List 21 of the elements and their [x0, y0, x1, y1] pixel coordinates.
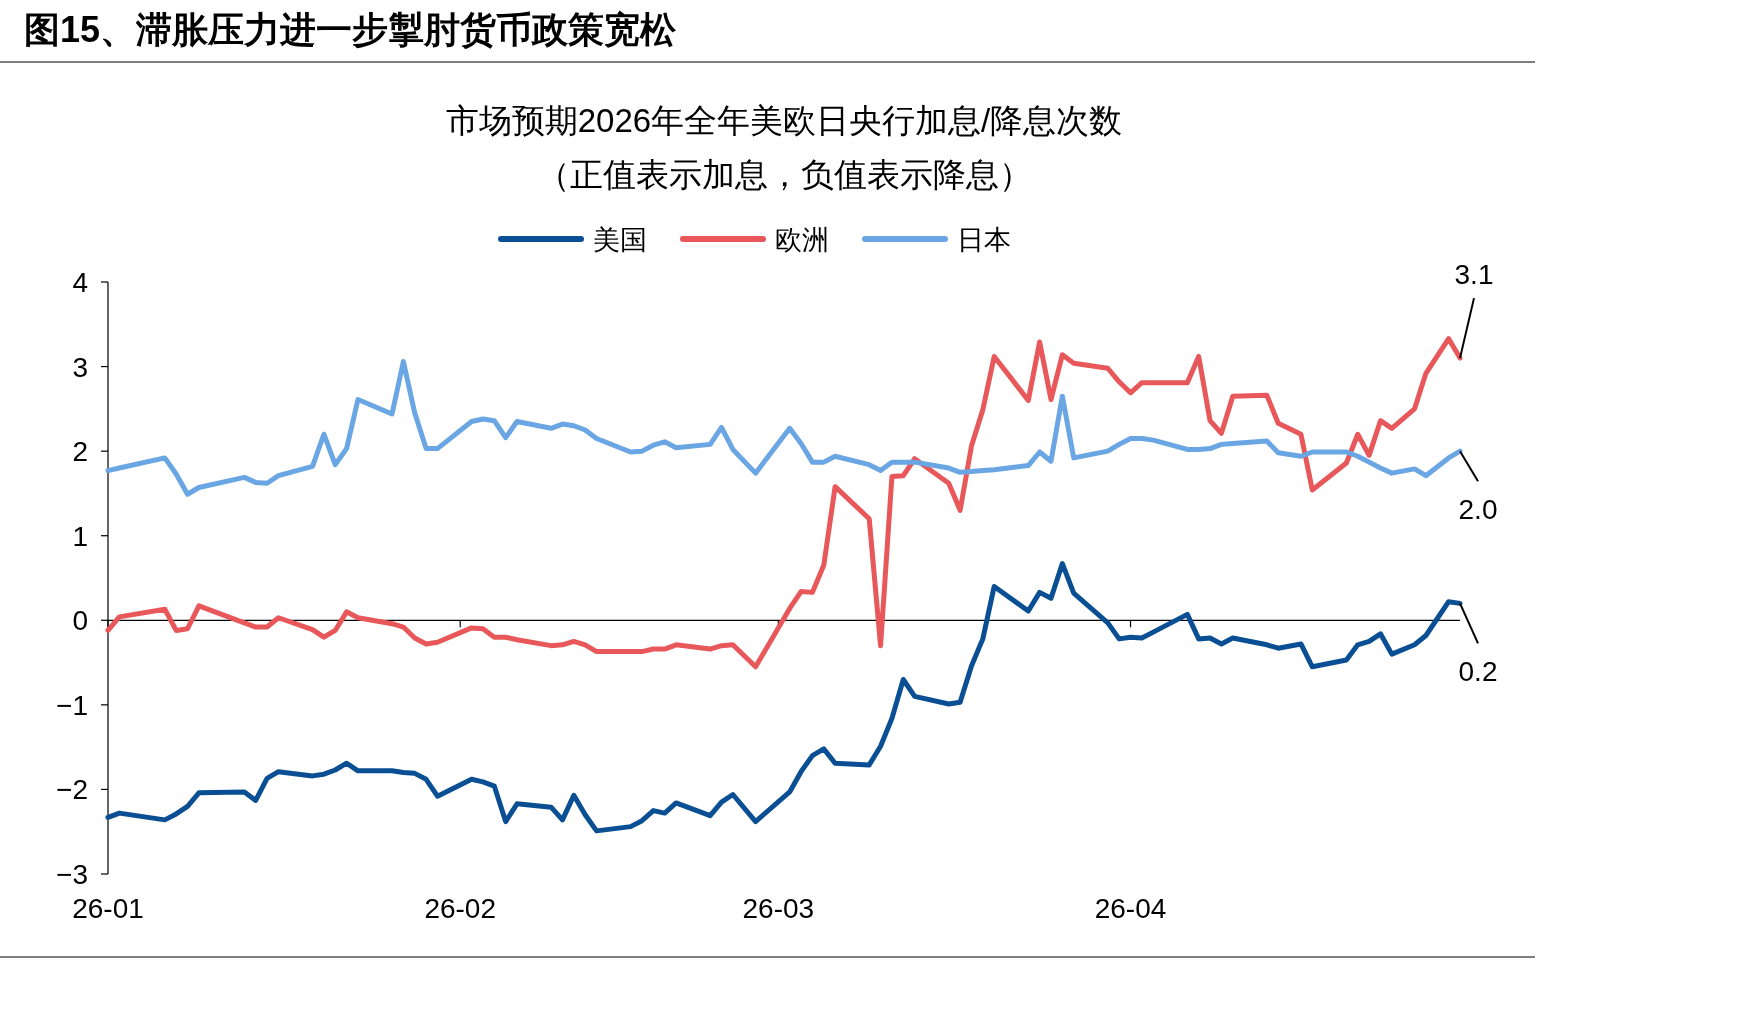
y-tick-label: −3 [56, 859, 88, 890]
legend-label: 美国 [593, 225, 647, 255]
text: （正值表示加息，负值表示降息） [536, 156, 1032, 193]
x-tick-label: 26-01 [72, 893, 144, 924]
legend-label: 日本 [957, 225, 1011, 255]
y-tick-label: 2 [72, 436, 88, 468]
y-tick-label: 4 [72, 267, 88, 298]
y-tick-label: 0 [72, 605, 88, 637]
chart-title: 图15、滞胀压力进一步掣肘货币政策宽松 [24, 9, 678, 50]
y-tick-label: −2 [56, 774, 88, 806]
y-tick-label: 3 [72, 351, 88, 383]
x-tick-label: 26-02 [424, 893, 497, 924]
x-tick-label: 26-04 [1094, 893, 1167, 924]
y-tick-label: 1 [72, 520, 88, 552]
x-tick-label: 26-03 [742, 893, 815, 924]
annotation: 0.2 [1458, 656, 1498, 688]
legend-label: 欧洲 [775, 225, 829, 255]
y-tick-label: −1 [56, 689, 88, 721]
chart-subtitle: 市场预期2026年全年美欧日央行加息/降息次数 [445, 102, 1123, 139]
annotation: 3.1 [1454, 259, 1494, 291]
annotation: 2.0 [1458, 494, 1498, 526]
